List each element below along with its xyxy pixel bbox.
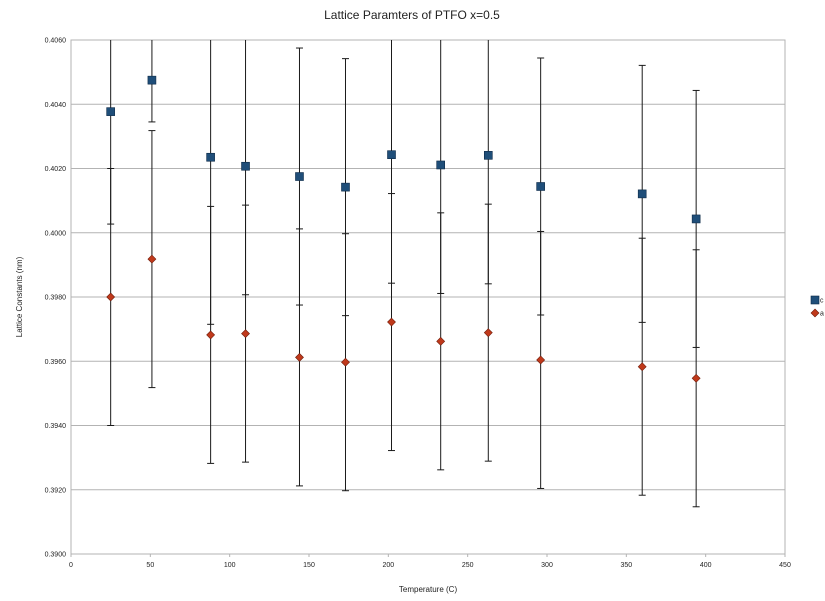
y-tick-label: 0.3940 bbox=[45, 423, 67, 430]
x-tick-label: 400 bbox=[700, 562, 712, 569]
data-point-c bbox=[436, 160, 445, 170]
data-point-a bbox=[637, 362, 647, 372]
data-point-a bbox=[536, 355, 546, 365]
data-point-c bbox=[387, 150, 396, 159]
data-point-a bbox=[483, 328, 493, 338]
data-point-c bbox=[106, 107, 115, 116]
y-tick-label: 0.3960 bbox=[45, 359, 67, 366]
data-point-c bbox=[536, 182, 545, 191]
data-point-a bbox=[341, 357, 350, 367]
data-point-a bbox=[106, 292, 116, 302]
y-tick-label: 0.3980 bbox=[45, 295, 67, 302]
x-axis-label: Temperature (C) bbox=[399, 585, 458, 594]
data-point-c bbox=[241, 161, 250, 171]
data-point-c bbox=[295, 172, 304, 181]
data-point-c bbox=[206, 152, 215, 162]
axis-ticks: 0.3900 0.3920 0.3940 0.3960 0.3980 0.4000 0.40… bbox=[45, 38, 791, 570]
x-tick-label: 450 bbox=[779, 562, 791, 569]
x-tick-label: 350 bbox=[620, 562, 632, 569]
x-tick-label: 150 bbox=[303, 562, 315, 569]
data-point-a bbox=[295, 352, 304, 362]
legend-label-a: a bbox=[820, 311, 824, 318]
data-point-c bbox=[483, 151, 493, 160]
y-tick-label: 0.3900 bbox=[45, 552, 67, 559]
y-tick-label: 0.4060 bbox=[45, 38, 67, 45]
gridlines bbox=[71, 103, 785, 491]
x-tick-label: 250 bbox=[462, 562, 474, 569]
x-tick-label: 0 bbox=[69, 562, 73, 569]
data-point-c bbox=[637, 189, 647, 199]
x-tick-label: 200 bbox=[382, 562, 394, 569]
legend-label-c: c bbox=[820, 298, 824, 305]
x-tick-label: 300 bbox=[541, 562, 553, 569]
legend-marker-c bbox=[810, 295, 820, 305]
data-point-c bbox=[147, 75, 157, 85]
legend-marker-a bbox=[810, 308, 820, 318]
chart-title: Lattice Paramters of PTFO x=0.5 bbox=[324, 8, 500, 22]
y-tick-label: 0.3920 bbox=[45, 487, 67, 494]
x-tick-label: 100 bbox=[224, 562, 236, 569]
series-layer bbox=[106, 40, 701, 508]
data-point-a bbox=[436, 336, 446, 346]
y-tick-label: 0.4040 bbox=[45, 102, 67, 109]
data-point-a bbox=[387, 317, 396, 327]
data-point-a bbox=[206, 330, 216, 340]
y-tick-label: 0.4020 bbox=[45, 166, 67, 173]
x-tick-label: 50 bbox=[146, 562, 154, 569]
y-tick-label: 0.4000 bbox=[45, 230, 67, 237]
data-point-c bbox=[691, 214, 701, 224]
y-axis-label: Lattice Constants (nm) bbox=[15, 256, 24, 337]
legend: ca bbox=[810, 295, 824, 318]
data-point-a bbox=[691, 373, 701, 383]
data-point-c bbox=[341, 182, 350, 192]
data-point-a bbox=[241, 329, 250, 339]
data-point-a bbox=[147, 254, 157, 264]
